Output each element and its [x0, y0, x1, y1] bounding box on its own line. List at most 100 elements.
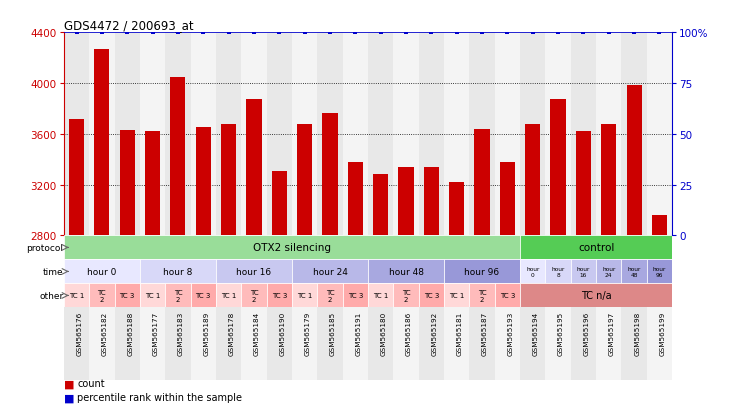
Bar [292, 260, 368, 284]
Text: GSM565191: GSM565191 [355, 311, 361, 355]
Bar [469, 33, 495, 236]
Bar [495, 33, 520, 236]
Bar [469, 284, 495, 308]
Bar [495, 284, 520, 308]
Bar [195, 128, 211, 413]
Bar [368, 284, 394, 308]
Text: TC 1: TC 1 [297, 293, 312, 299]
Bar [246, 100, 261, 413]
Bar [292, 284, 317, 308]
Text: GSM565193: GSM565193 [508, 311, 514, 355]
Bar [165, 33, 191, 236]
Bar [550, 100, 566, 413]
Text: GDS4472 / 200693_at: GDS4472 / 200693_at [64, 19, 194, 32]
Text: GSM565178: GSM565178 [228, 311, 234, 355]
Bar [348, 162, 363, 413]
Text: control: control [578, 243, 614, 253]
Bar [626, 86, 641, 413]
Text: TC
2: TC 2 [98, 289, 106, 302]
Text: ■: ■ [64, 392, 74, 402]
Bar [216, 284, 241, 308]
Text: hour
0: hour 0 [526, 266, 539, 277]
Bar [216, 308, 241, 380]
Bar [241, 284, 267, 308]
Bar [475, 129, 490, 413]
Bar [64, 284, 89, 308]
Text: GSM565192: GSM565192 [431, 311, 437, 355]
Bar [342, 308, 368, 380]
Text: GSM565183: GSM565183 [178, 311, 184, 355]
Bar [520, 284, 672, 308]
Bar [115, 284, 140, 308]
Text: TC 3: TC 3 [348, 293, 363, 299]
Bar [115, 308, 140, 380]
Bar [221, 124, 237, 413]
Bar [596, 308, 622, 380]
Text: hour
24: hour 24 [602, 266, 616, 277]
Text: TC 3: TC 3 [195, 293, 211, 299]
Bar [394, 33, 419, 236]
Text: GSM565196: GSM565196 [584, 311, 590, 355]
Text: GSM565195: GSM565195 [558, 311, 564, 355]
Text: TC 3: TC 3 [272, 293, 287, 299]
Bar [545, 260, 571, 284]
Bar [419, 308, 444, 380]
Bar [191, 284, 216, 308]
Text: hour 8: hour 8 [163, 267, 192, 276]
Bar [191, 308, 216, 380]
Text: ■: ■ [64, 378, 74, 388]
Bar [140, 260, 216, 284]
Bar [419, 33, 444, 236]
Text: TC 3: TC 3 [499, 293, 515, 299]
Bar [318, 308, 342, 380]
Text: TC 3: TC 3 [119, 293, 135, 299]
Bar [318, 284, 342, 308]
Text: GSM565179: GSM565179 [305, 311, 311, 355]
Bar [495, 308, 520, 380]
Text: GSM565187: GSM565187 [482, 311, 488, 355]
Text: GSM565190: GSM565190 [279, 311, 285, 355]
Text: other: other [39, 291, 63, 300]
Bar [297, 124, 312, 413]
Bar [373, 175, 388, 413]
Bar [500, 162, 515, 413]
Bar [69, 119, 84, 413]
Bar [444, 308, 469, 380]
Bar [621, 33, 647, 236]
Text: GSM565186: GSM565186 [406, 311, 412, 355]
Bar [545, 308, 571, 380]
Text: count: count [77, 378, 105, 388]
Bar [140, 284, 165, 308]
Text: GSM565199: GSM565199 [659, 311, 665, 355]
Text: protocol: protocol [26, 243, 63, 252]
Text: hour 24: hour 24 [312, 267, 348, 276]
Text: TC
2: TC 2 [173, 289, 182, 302]
Text: hour
16: hour 16 [577, 266, 590, 277]
Text: hour
96: hour 96 [653, 266, 666, 277]
Bar [89, 284, 115, 308]
Text: hour
48: hour 48 [627, 266, 641, 277]
Text: TC 1: TC 1 [449, 293, 464, 299]
Text: hour 48: hour 48 [388, 267, 424, 276]
Bar [444, 284, 469, 308]
Text: TC 1: TC 1 [145, 293, 160, 299]
Bar [95, 50, 110, 413]
Bar [596, 33, 622, 236]
Bar [647, 308, 672, 380]
Bar [601, 124, 617, 413]
Text: GSM565188: GSM565188 [127, 311, 133, 355]
Text: GSM565177: GSM565177 [152, 311, 158, 355]
Text: GSM565189: GSM565189 [204, 311, 210, 355]
Text: GSM565184: GSM565184 [254, 311, 260, 355]
Bar [520, 260, 545, 284]
Bar [292, 308, 317, 380]
Text: hour
8: hour 8 [551, 266, 565, 277]
Text: TC 3: TC 3 [424, 293, 439, 299]
Text: percentile rank within the sample: percentile rank within the sample [77, 392, 243, 402]
Bar [545, 33, 571, 236]
Bar [647, 33, 672, 236]
Text: TC
2: TC 2 [326, 289, 334, 302]
Text: TC 1: TC 1 [221, 293, 237, 299]
Text: GSM565181: GSM565181 [457, 311, 463, 355]
Bar [241, 33, 267, 236]
